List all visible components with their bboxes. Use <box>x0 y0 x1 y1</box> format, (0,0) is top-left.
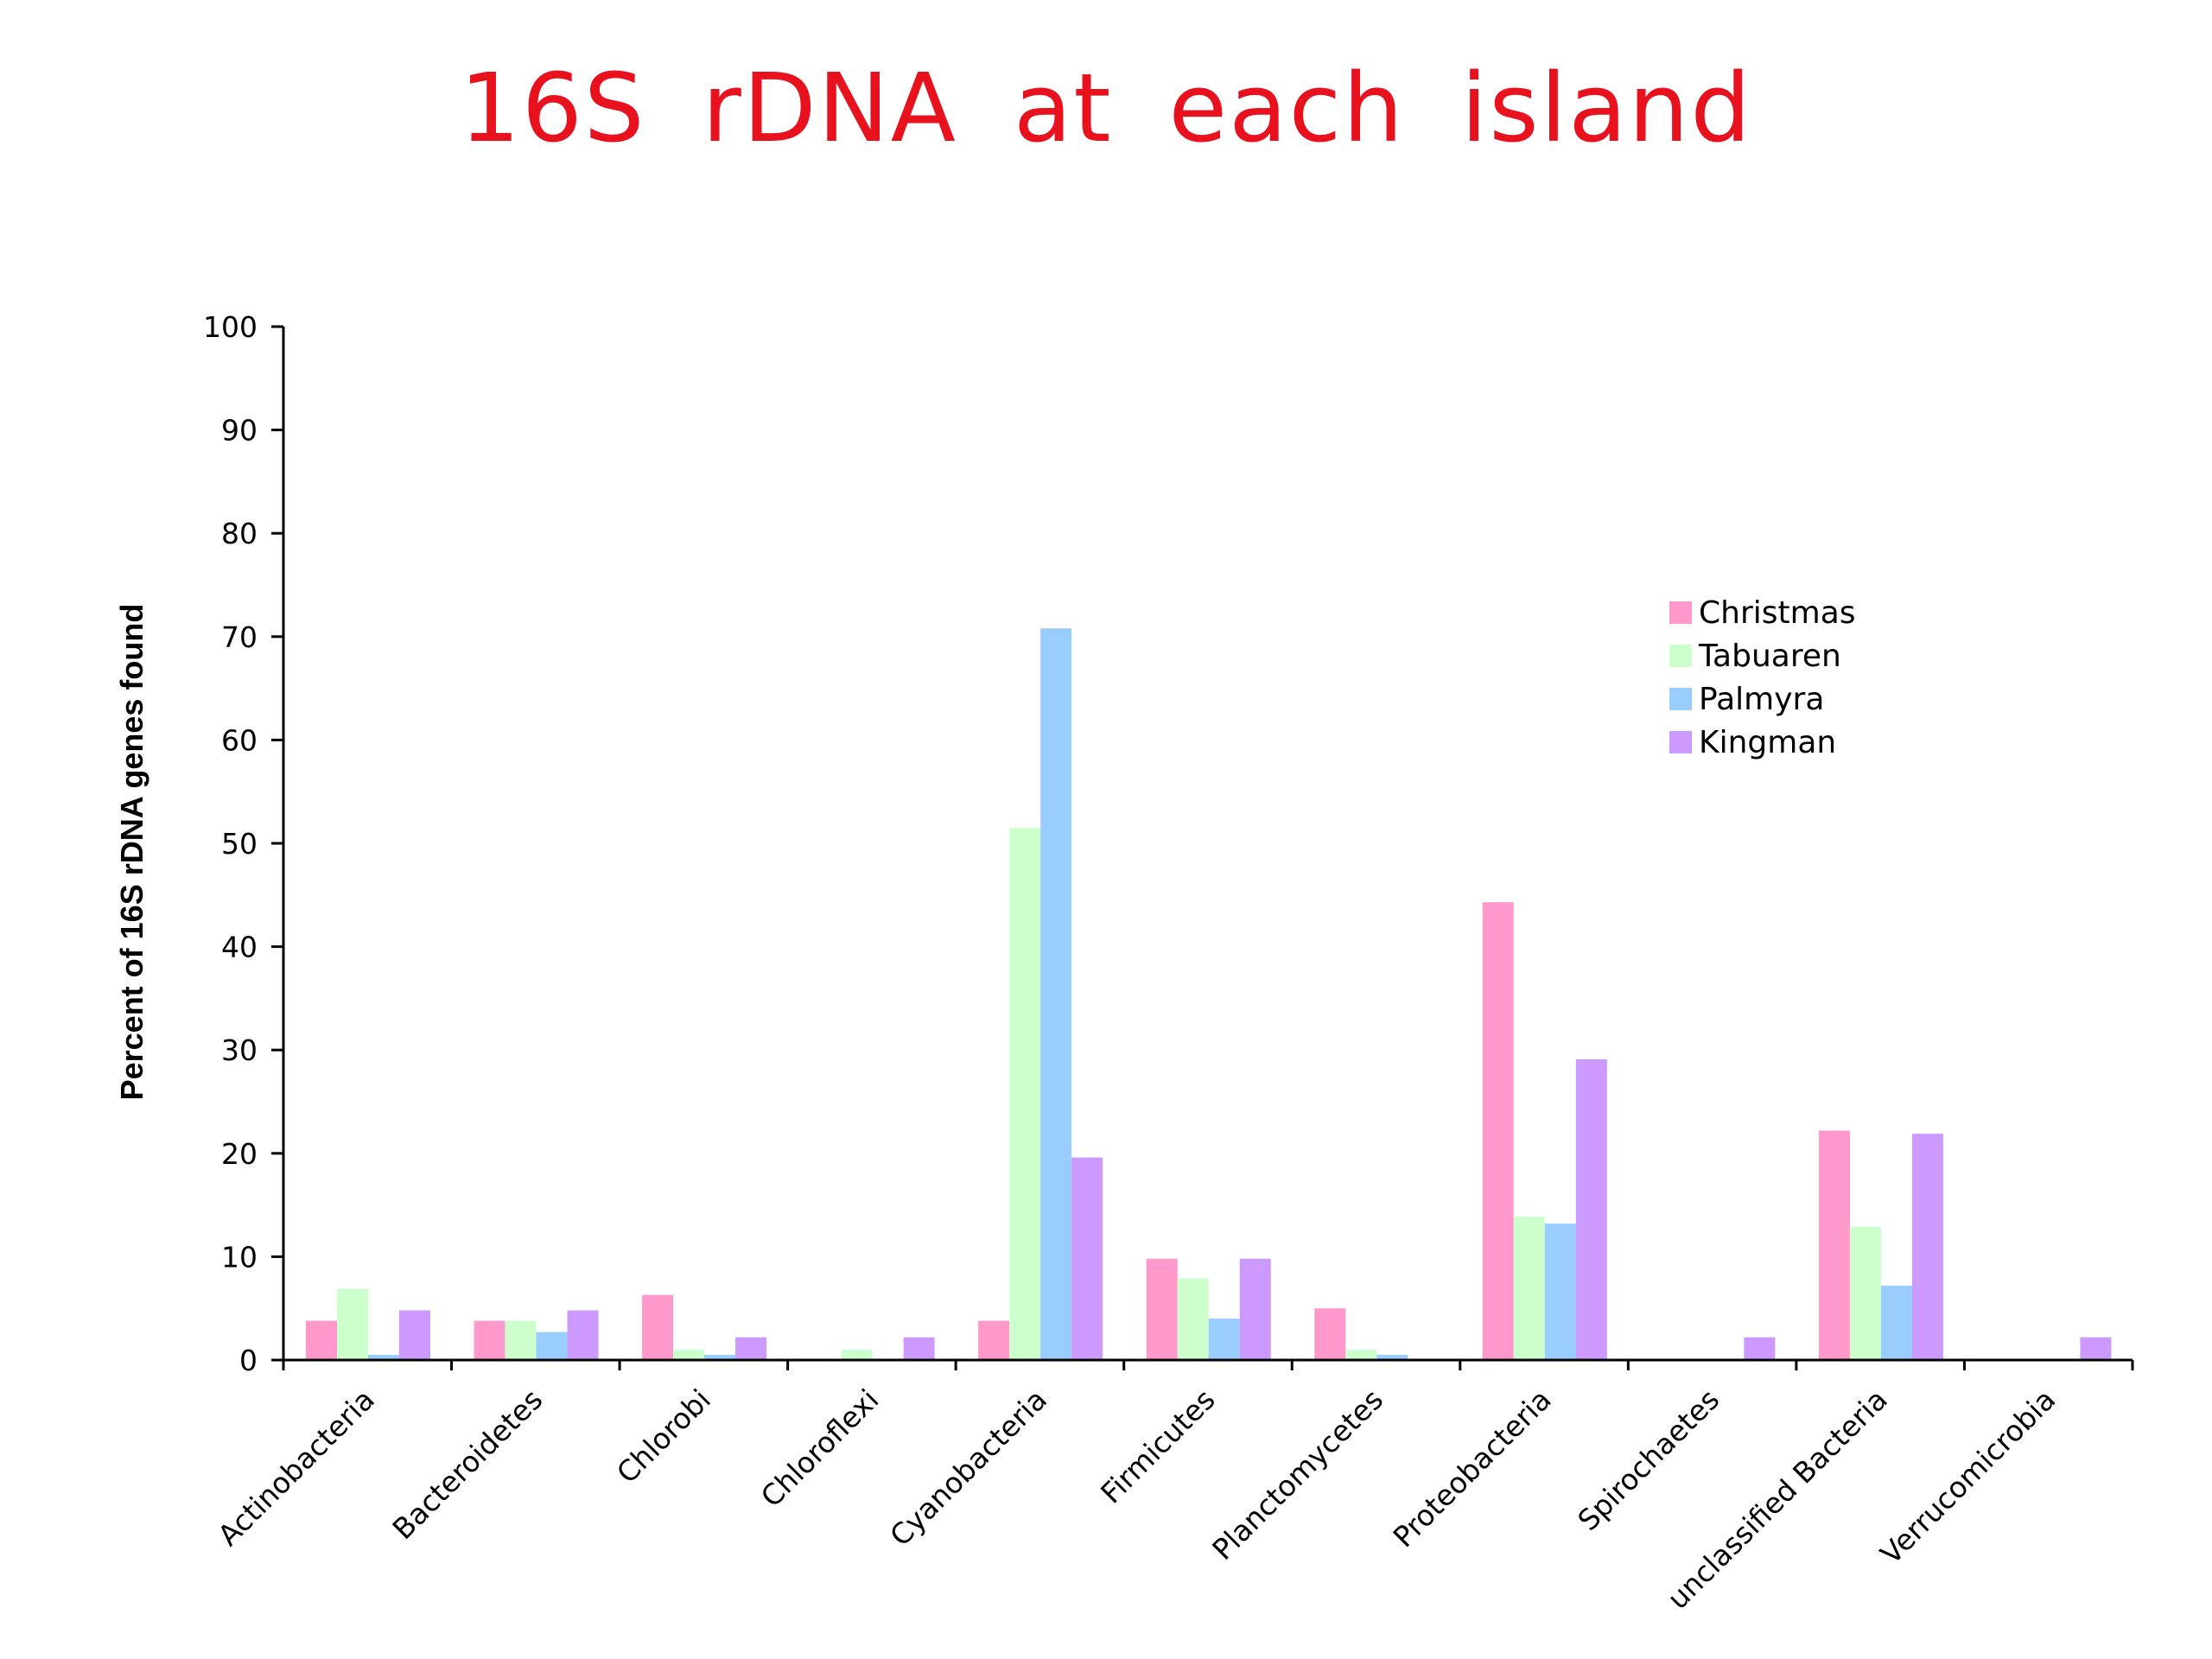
bar-tabuaren-firmicutes <box>1177 1278 1209 1360</box>
bar-christmas-bacteroidetes <box>474 1320 505 1360</box>
y-tick-label: 20 <box>221 1137 257 1171</box>
legend-label-tabuaren: Tabuaren <box>1698 639 1841 674</box>
bar-christmas-actinobacteria <box>306 1320 337 1360</box>
bar-kingman-cyanobacteria <box>1071 1157 1103 1360</box>
y-tick-label: 60 <box>221 723 257 757</box>
y-tick-label: 100 <box>203 310 257 344</box>
bar-christmas-proteobacteria <box>1482 902 1514 1360</box>
legend-swatch-christmas <box>1669 601 1692 624</box>
x-category-label: Spirochaetes <box>1571 1382 1726 1537</box>
bar-palmyra-actinobacteria <box>368 1355 399 1360</box>
bar-tabuaren-planctomycetes <box>1345 1350 1377 1360</box>
bar-palmyra-cyanobacteria <box>1040 628 1072 1360</box>
bar-palmyra-unclassified-bacteria <box>1880 1285 1912 1360</box>
bar-christmas-cyanobacteria <box>978 1320 1010 1360</box>
bar-tabuaren-proteobacteria <box>1513 1216 1545 1360</box>
y-tick-label: 0 <box>239 1344 257 1377</box>
bar-palmyra-firmicutes <box>1208 1319 1240 1360</box>
legend-swatch-tabuaren <box>1669 645 1692 667</box>
bar-christmas-chlorobi <box>642 1294 674 1360</box>
bar-christmas-firmicutes <box>1146 1258 1178 1360</box>
bar-christmas-planctomycetes <box>1314 1308 1346 1360</box>
bar-kingman-bacteroidetes <box>567 1310 599 1360</box>
bar-palmyra-proteobacteria <box>1544 1224 1576 1360</box>
bar-tabuaren-unclassified-bacteria <box>1849 1226 1881 1360</box>
y-tick-label: 30 <box>221 1033 257 1067</box>
x-category-label: Cyanobacteria <box>883 1382 1053 1553</box>
legend-label-palmyra: Palmyra <box>1699 682 1824 717</box>
x-category-label: Actinobacteria <box>211 1382 380 1552</box>
y-tick-label: 50 <box>221 827 257 861</box>
bar-tabuaren-bacteroidetes <box>505 1320 537 1360</box>
bar-tabuaren-cyanobacteria <box>1009 828 1041 1360</box>
bar-kingman-actinobacteria <box>399 1310 430 1360</box>
x-category-label: Bacteroidetes <box>386 1382 550 1546</box>
y-tick-label: 40 <box>221 931 257 964</box>
bar-tabuaren-actinobacteria <box>337 1288 368 1360</box>
labels-layer: 0 10 20 30 40 50 60 70 80 90 100 Actinobacteria Bact… <box>114 310 2062 1616</box>
x-category-label: Planctomycetes <box>1205 1382 1389 1567</box>
bar-kingman-firmicutes <box>1239 1258 1271 1360</box>
legend: Christmas Tabuaren Palmyra Kingman <box>1669 595 1856 760</box>
page-title: 16S rDNA at each island <box>459 53 1753 163</box>
bar-kingman-proteobacteria <box>1575 1058 1607 1360</box>
axes-layer <box>271 325 2134 1370</box>
bar-tabuaren-chloroflexi <box>841 1350 873 1360</box>
x-category-label: Chlorobi <box>610 1382 717 1490</box>
bar-palmyra-planctomycetes <box>1376 1355 1408 1360</box>
y-axis-title: Percent of 16S rDNA genes found <box>114 604 149 1101</box>
bar-kingman-chlorobi <box>735 1337 767 1360</box>
bars-layer <box>306 628 2112 1360</box>
bar-palmyra-bacteroidetes <box>536 1332 568 1360</box>
legend-label-christmas: Christmas <box>1699 595 1856 631</box>
y-tick-label: 10 <box>221 1240 257 1274</box>
x-category-label: Verrucomicrobia <box>1874 1382 2063 1571</box>
bar-christmas-unclassified-bacteria <box>1818 1130 1850 1360</box>
bar-tabuaren-chlorobi <box>673 1350 705 1360</box>
bar-kingman-chloroflexi <box>903 1337 935 1360</box>
x-category-label: Proteobacteria <box>1387 1382 1558 1554</box>
x-category-label: Chloroflexi <box>754 1382 886 1514</box>
x-category-label: Firmicutes <box>1094 1382 1221 1510</box>
y-tick-label: 90 <box>221 414 257 448</box>
legend-swatch-palmyra <box>1669 688 1692 710</box>
bar-kingman-verrucomicrobia <box>2080 1337 2112 1360</box>
bar-kingman-spirochaetes <box>1744 1337 1776 1360</box>
legend-swatch-kingman <box>1669 731 1692 753</box>
bar-kingman-unclassified-bacteria <box>1911 1134 1943 1360</box>
bar-palmyra-chlorobi <box>704 1355 736 1360</box>
y-tick-label: 80 <box>221 517 257 550</box>
legend-label-kingman: Kingman <box>1699 725 1836 760</box>
y-tick-label: 70 <box>221 620 257 654</box>
